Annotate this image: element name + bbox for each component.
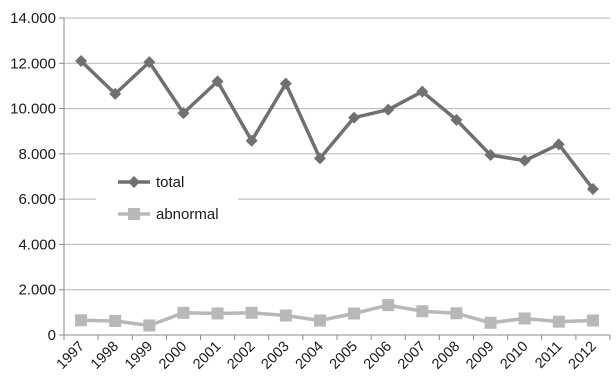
legend: total abnormal xyxy=(96,164,238,234)
point-abnormal-2007 xyxy=(416,305,429,318)
point-total-1998 xyxy=(109,87,122,100)
y-tick-labels: 0 2.000 4.000 6.000 8.000 10.000 12.000 14.000 xyxy=(10,10,56,344)
point-total-2004 xyxy=(313,152,326,165)
x-tick-label-2003: 2003 xyxy=(259,339,293,373)
x-tick-label-1997: 1997 xyxy=(54,339,88,373)
point-abnormal-2003 xyxy=(279,309,292,322)
y-tick-label-6: 12.000 xyxy=(10,55,56,72)
point-total-2005 xyxy=(348,111,361,124)
legend-label-abnormal: abnormal xyxy=(156,206,219,223)
y-tick-label-5: 10.000 xyxy=(10,101,56,118)
x-tick-label-2010: 2010 xyxy=(497,339,531,373)
point-total-2002 xyxy=(245,134,258,147)
point-abnormal-2000 xyxy=(177,306,190,319)
x-tick-label-2004: 2004 xyxy=(293,339,327,373)
legend-item-abnormal: abnormal xyxy=(118,206,219,223)
x-tick-label-1999: 1999 xyxy=(122,339,156,373)
y-tick-label-2: 4.000 xyxy=(18,236,56,253)
x-tick-label-2006: 2006 xyxy=(361,339,395,373)
point-abnormal-2011 xyxy=(552,315,565,328)
point-total-1997 xyxy=(75,55,88,68)
legend-label-total: total xyxy=(156,174,184,191)
point-total-2001 xyxy=(211,75,224,88)
point-abnormal-2009 xyxy=(484,316,497,329)
y-tick-label-7: 14.000 xyxy=(10,10,56,27)
point-abnormal-1999 xyxy=(143,319,156,332)
legend-swatch-marker-abnormal xyxy=(128,208,140,220)
series-total xyxy=(75,55,599,195)
x-tick-label-2009: 2009 xyxy=(463,339,497,373)
point-abnormal-2001 xyxy=(211,307,224,320)
point-total-2006 xyxy=(382,103,395,116)
point-total-2009 xyxy=(484,148,497,161)
legend-background xyxy=(96,164,238,234)
legend-item-total: total xyxy=(118,174,184,191)
x-tick-label-2007: 2007 xyxy=(395,339,429,373)
series-abnormal xyxy=(75,299,599,332)
axes xyxy=(59,17,611,340)
grid-lines xyxy=(64,17,610,291)
x-tick-labels: 1997 1998 1999 2000 2001 2002 2003 2004 2005 2006… xyxy=(54,339,600,373)
point-abnormal-2004 xyxy=(313,314,326,327)
point-total-2003 xyxy=(279,77,292,90)
y-tick-label-1: 2.000 xyxy=(18,282,56,299)
y-tick-label-3: 6.000 xyxy=(18,191,56,208)
point-abnormal-2006 xyxy=(382,299,395,312)
point-abnormal-2012 xyxy=(586,314,599,327)
point-total-2011 xyxy=(552,138,565,151)
series-layer xyxy=(75,55,599,332)
point-total-2012 xyxy=(586,182,599,195)
point-total-2007 xyxy=(416,85,429,98)
point-total-1999 xyxy=(143,56,156,69)
series-line-abnormal xyxy=(79,303,595,328)
series-line-total xyxy=(79,59,595,191)
x-tick-label-1998: 1998 xyxy=(88,339,122,373)
x-tick-label-2001: 2001 xyxy=(190,339,224,373)
point-abnormal-2010 xyxy=(518,312,531,325)
y-tick-label-4: 8.000 xyxy=(18,146,56,163)
point-total-2008 xyxy=(450,113,463,126)
x-tick-label-2002: 2002 xyxy=(224,339,258,373)
point-abnormal-2005 xyxy=(348,307,361,320)
legend-swatch-marker-total xyxy=(128,176,140,188)
x-tick-label-2000: 2000 xyxy=(156,339,190,373)
x-tick-label-2005: 2005 xyxy=(327,339,361,373)
point-abnormal-1997 xyxy=(75,314,88,327)
x-tick-label-2012: 2012 xyxy=(566,339,600,373)
point-abnormal-2008 xyxy=(450,307,463,320)
point-abnormal-2002 xyxy=(245,306,258,319)
x-tick-label-2008: 2008 xyxy=(429,339,463,373)
x-tick-label-2011: 2011 xyxy=(532,339,565,372)
point-total-2010 xyxy=(518,154,531,167)
y-tick-label-0: 0 xyxy=(48,327,56,344)
point-abnormal-1998 xyxy=(109,314,122,327)
point-total-2000 xyxy=(177,107,190,120)
